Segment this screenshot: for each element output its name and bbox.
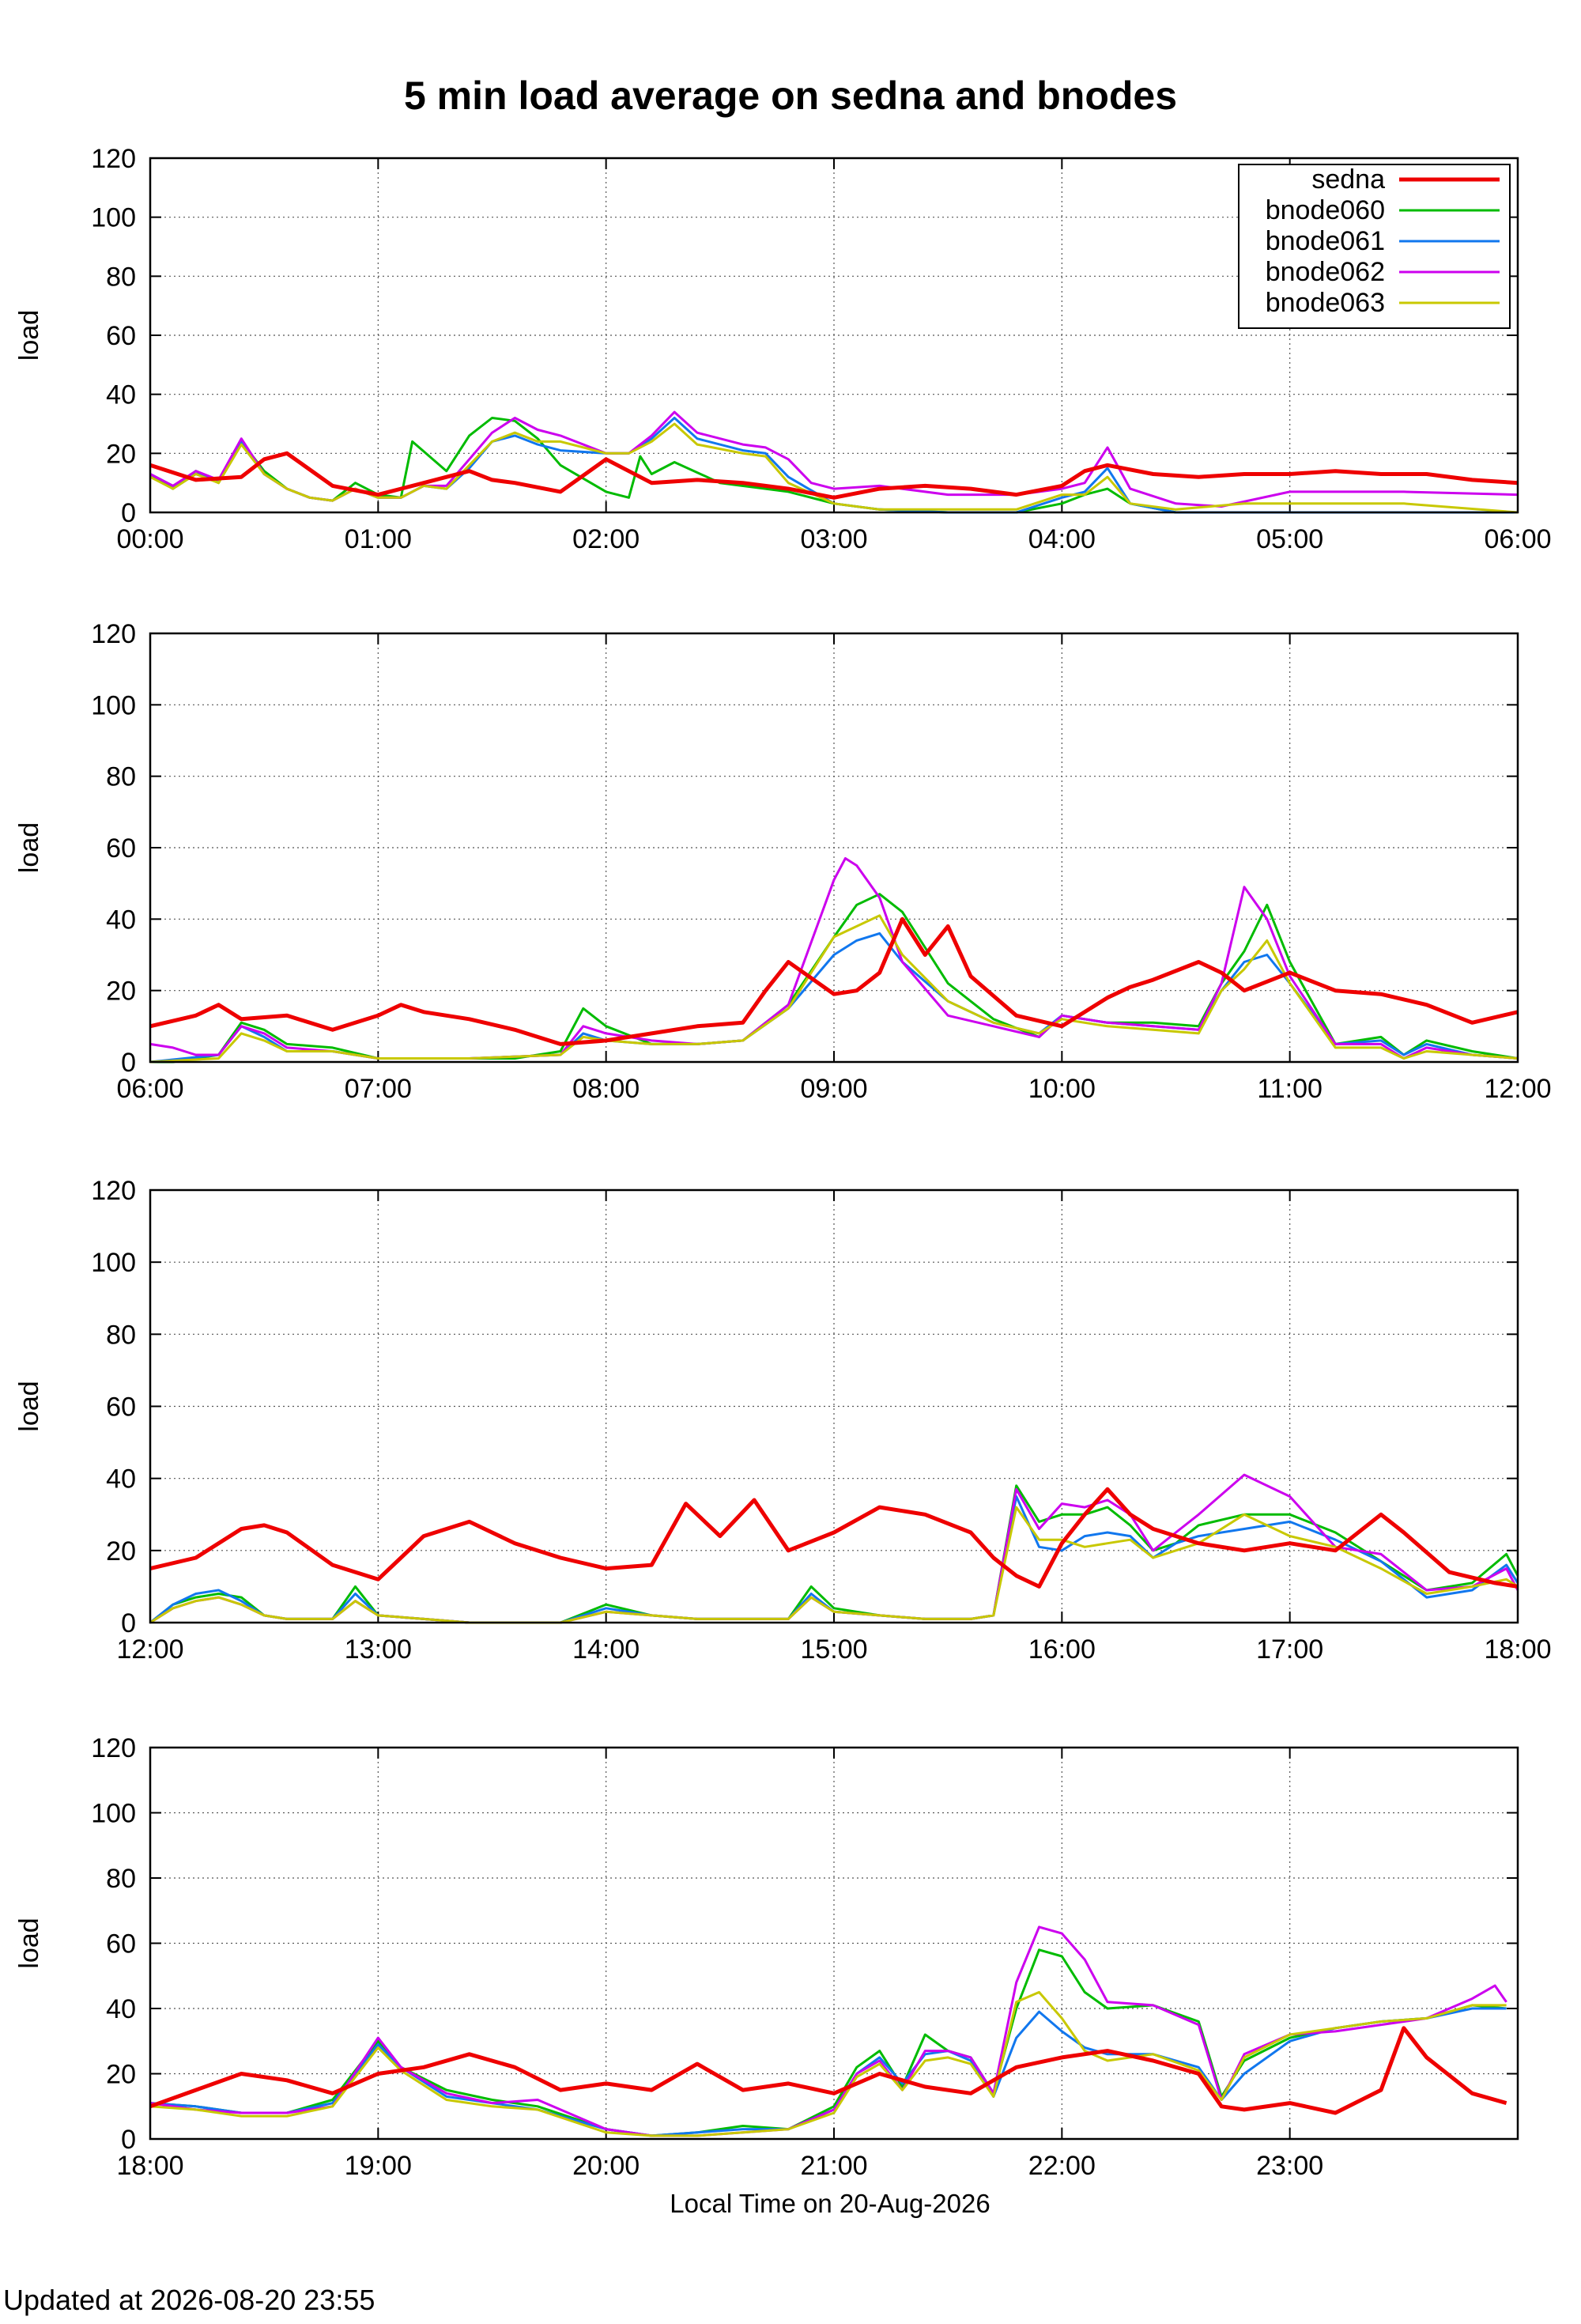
x-tick-label: 12:00 bbox=[1484, 1074, 1551, 1104]
x-tick-label: 07:00 bbox=[345, 1074, 412, 1104]
y-tick-label: 80 bbox=[106, 262, 136, 292]
series-line-bnode063 bbox=[149, 422, 1519, 514]
y-tick-label: 60 bbox=[106, 1929, 136, 1959]
series-line-bnode063 bbox=[149, 1990, 1507, 2137]
x-tick-label: 22:00 bbox=[1028, 2151, 1096, 2181]
x-tick-label: 15:00 bbox=[800, 1634, 867, 1665]
chart-title: 5 min load average on sedna and bnodes bbox=[403, 74, 1178, 118]
x-tick-label: 00:00 bbox=[116, 524, 183, 554]
legend-label: bnode061 bbox=[1266, 226, 1385, 256]
y-tick-label: 0 bbox=[121, 498, 136, 528]
y-axis-label: load bbox=[14, 822, 44, 873]
y-tick-label: 20 bbox=[106, 1536, 136, 1566]
x-tick-label: 18:00 bbox=[1484, 1634, 1551, 1665]
series-line-sedna bbox=[149, 916, 1519, 1046]
y-tick-label: 0 bbox=[121, 1608, 136, 1638]
y-axis-label: load bbox=[14, 310, 44, 361]
y-tick-label: 80 bbox=[106, 1320, 136, 1350]
y-tick-label: 0 bbox=[121, 2125, 136, 2155]
series-line-bnode063 bbox=[149, 914, 1519, 1064]
y-tick-label: 120 bbox=[91, 619, 136, 649]
y-axis-label: load bbox=[14, 1918, 44, 1968]
y-tick-label: 0 bbox=[121, 1048, 136, 1078]
x-tick-label: 06:00 bbox=[1484, 524, 1551, 554]
x-tick-label: 03:00 bbox=[800, 524, 867, 554]
y-tick-label: 20 bbox=[106, 977, 136, 1007]
x-tick-label: 19:00 bbox=[345, 2151, 412, 2181]
series-line-sedna bbox=[149, 451, 1519, 500]
series-line-bnode063 bbox=[149, 1506, 1519, 1624]
plot-frame bbox=[149, 1746, 1519, 2141]
y-tick-label: 40 bbox=[106, 905, 136, 935]
y-tick-label: 100 bbox=[91, 690, 136, 720]
x-tick-label: 01:00 bbox=[345, 524, 412, 554]
x-tick-label: 08:00 bbox=[572, 1074, 640, 1104]
legend-label: bnode063 bbox=[1266, 288, 1385, 318]
x-tick-label: 13:00 bbox=[345, 1634, 412, 1665]
x-tick-label: 21:00 bbox=[800, 2151, 867, 2181]
y-tick-label: 100 bbox=[91, 203, 136, 233]
y-axis-label: load bbox=[14, 1381, 44, 1431]
x-tick-label: 04:00 bbox=[1028, 524, 1096, 554]
x-tick-label: 17:00 bbox=[1256, 1634, 1323, 1665]
x-tick-label: 14:00 bbox=[572, 1634, 640, 1665]
y-tick-label: 40 bbox=[106, 1464, 136, 1495]
x-tick-label: 11:00 bbox=[1257, 1074, 1323, 1104]
y-tick-label: 80 bbox=[106, 762, 136, 792]
series-line-bnode062 bbox=[149, 410, 1519, 508]
y-tick-label: 100 bbox=[91, 1799, 136, 1829]
y-tick-label: 40 bbox=[106, 1994, 136, 2024]
y-tick-label: 60 bbox=[106, 321, 136, 351]
updated-timestamp: Updated at 2026-08-20 23:55 bbox=[3, 2284, 375, 2316]
y-tick-label: 60 bbox=[106, 833, 136, 863]
x-tick-label: 16:00 bbox=[1028, 1634, 1096, 1665]
y-tick-label: 80 bbox=[106, 1864, 136, 1894]
series-line-bnode060 bbox=[150, 893, 1519, 1064]
x-tick-label: 05:00 bbox=[1256, 524, 1323, 554]
series-line-sedna bbox=[149, 1487, 1519, 1589]
plot-frame bbox=[149, 1188, 1519, 1624]
x-tick-label: 06:00 bbox=[116, 1074, 183, 1104]
x-tick-label: 02:00 bbox=[572, 524, 640, 554]
x-tick-label: 18:00 bbox=[116, 2151, 183, 2181]
x-tick-label: 20:00 bbox=[572, 2151, 640, 2181]
x-tick-label: 09:00 bbox=[800, 1074, 867, 1104]
y-tick-label: 120 bbox=[91, 1733, 136, 1763]
y-tick-label: 20 bbox=[106, 2060, 136, 2090]
legend-label: bnode060 bbox=[1266, 195, 1385, 225]
x-axis-label: Local Time on 20-Aug-2026 bbox=[670, 2189, 990, 2218]
legend-label: sedna bbox=[1311, 164, 1385, 195]
legend-box bbox=[1238, 164, 1511, 329]
x-tick-label: 23:00 bbox=[1256, 2151, 1323, 2181]
y-tick-label: 40 bbox=[106, 380, 136, 410]
plot-frame bbox=[149, 632, 1519, 1064]
y-tick-label: 120 bbox=[91, 144, 136, 174]
x-tick-label: 10:00 bbox=[1028, 1074, 1096, 1104]
y-tick-label: 20 bbox=[106, 439, 136, 469]
legend-label: bnode062 bbox=[1266, 257, 1385, 287]
plot-frame bbox=[149, 157, 1519, 514]
y-tick-label: 100 bbox=[91, 1248, 136, 1278]
series-line-sedna bbox=[149, 2026, 1507, 2115]
y-tick-label: 60 bbox=[106, 1393, 136, 1423]
x-tick-label: 12:00 bbox=[116, 1634, 183, 1665]
y-tick-label: 120 bbox=[91, 1176, 136, 1206]
series-line-bnode062 bbox=[149, 857, 1519, 1060]
